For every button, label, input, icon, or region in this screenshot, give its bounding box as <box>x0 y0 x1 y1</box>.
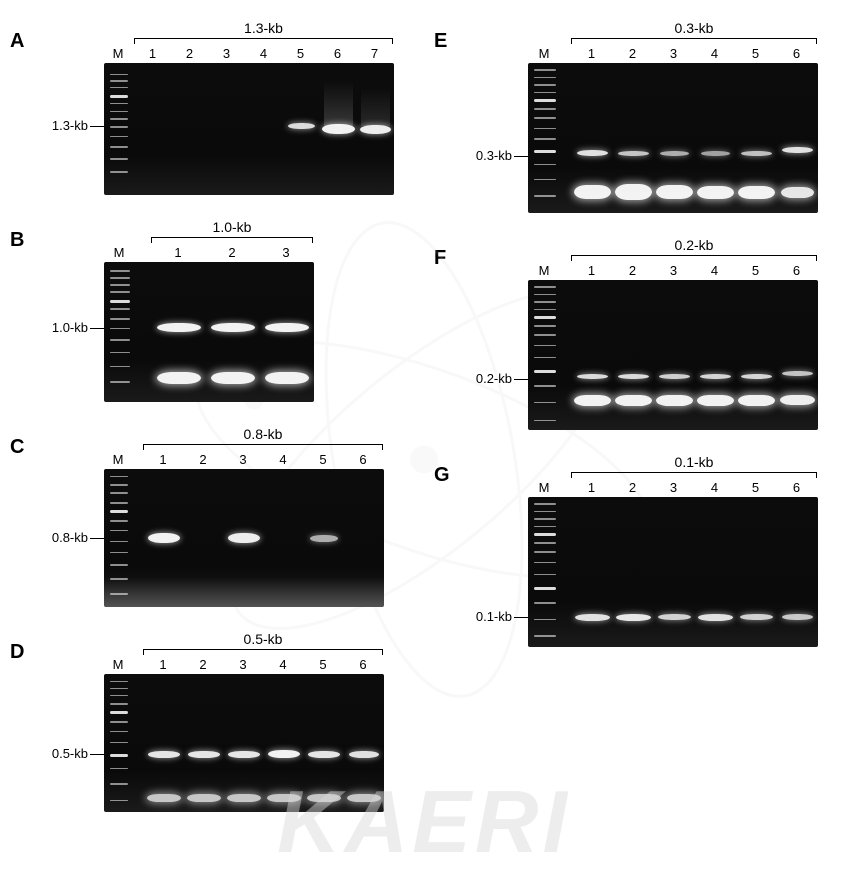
lane-label: 6 <box>343 452 383 467</box>
title-rule <box>571 472 817 480</box>
lane-labels: M123456 <box>103 452 383 467</box>
gel-panel-e: E 0.3-kb M123456 0.3-kb <box>434 20 818 213</box>
title-rule <box>143 444 383 452</box>
lane-label: 1 <box>143 452 183 467</box>
title-rule <box>143 649 383 657</box>
panel-letter: B <box>10 219 34 252</box>
gel-image <box>104 469 384 607</box>
lane-label: 3 <box>208 46 245 61</box>
gel-panel-f: F 0.2-kb M123456 0.2-kb <box>434 237 818 430</box>
lane-label: 1 <box>571 263 612 278</box>
lane-label: 4 <box>694 263 735 278</box>
lane-label: 6 <box>776 263 817 278</box>
lane-label: 4 <box>263 452 303 467</box>
size-marker-label: 1.0-kb <box>52 320 104 335</box>
size-marker-label: 0.1-kb <box>476 609 528 624</box>
title-rule <box>134 38 393 46</box>
lane-labels: M123456 <box>103 657 383 672</box>
gel-title: 1.3-kb <box>134 20 393 36</box>
lane-label: 4 <box>694 46 735 61</box>
lane-label: 2 <box>183 452 223 467</box>
lane-label: 1 <box>134 46 171 61</box>
lane-label: 3 <box>223 657 263 672</box>
gel-image <box>104 63 394 195</box>
ladder-lane-label: M <box>103 245 135 260</box>
lane-label: 3 <box>653 46 694 61</box>
lane-label: 6 <box>776 46 817 61</box>
panel-letter: C <box>10 426 34 459</box>
gel-panel-d: D 0.5-kb M123456 0.5-kb <box>10 631 394 812</box>
lane-label: 3 <box>653 263 694 278</box>
lane-label: 1 <box>571 480 612 495</box>
ladder-lane-label: M <box>527 46 561 61</box>
lane-label: 5 <box>303 657 343 672</box>
panel-letter: D <box>10 631 34 664</box>
gel-image <box>528 497 818 647</box>
lane-labels: M1234567 <box>103 46 393 61</box>
gel-image <box>104 674 384 812</box>
size-marker-label: 0.3-kb <box>476 148 528 163</box>
lane-label: 7 <box>356 46 393 61</box>
lane-label: 6 <box>776 480 817 495</box>
panel-letter: E <box>434 20 458 53</box>
lane-label: 3 <box>223 452 263 467</box>
gel-image <box>528 280 818 430</box>
lane-label: 1 <box>571 46 612 61</box>
lane-label: 5 <box>282 46 319 61</box>
panel-letter: F <box>434 237 458 270</box>
lane-label: 5 <box>735 480 776 495</box>
lane-label: 4 <box>694 480 735 495</box>
title-rule <box>571 255 817 263</box>
ladder-lane-label: M <box>103 46 133 61</box>
lane-labels: M123456 <box>527 263 817 278</box>
lane-label: 3 <box>259 245 313 260</box>
lane-labels: M 123 <box>103 245 313 260</box>
ladder-lane-label: M <box>527 480 561 495</box>
gel-title: 1.0-kb <box>151 219 313 235</box>
gel-title: 0.1-kb <box>571 454 817 470</box>
size-marker-label: 0.8-kb <box>52 530 104 545</box>
lane-label: 6 <box>319 46 356 61</box>
lane-label: 2 <box>171 46 208 61</box>
gel-image <box>104 262 314 402</box>
gel-title: 0.5-kb <box>143 631 383 647</box>
lane-label: 4 <box>245 46 282 61</box>
lane-label: 2 <box>205 245 259 260</box>
lane-label: 5 <box>735 263 776 278</box>
gel-title: 0.8-kb <box>143 426 383 442</box>
figure-page: A1.3-kbM12345671.3-kbB1.0-kbM1231.0-kbC0… <box>0 0 848 889</box>
size-marker-label: 1.3-kb <box>52 118 104 133</box>
lane-label: 4 <box>263 657 303 672</box>
size-marker-label: 0.5-kb <box>52 746 104 761</box>
gel-title: 0.3-kb <box>571 20 817 36</box>
gel-panel-g: G 0.1-kb M123456 0.1-kb <box>434 454 818 647</box>
gel-image <box>528 63 818 213</box>
lane-label: 1 <box>143 657 183 672</box>
ladder-lane-label: M <box>103 657 133 672</box>
lane-label: 2 <box>612 263 653 278</box>
lane-label: 5 <box>303 452 343 467</box>
lane-label: 2 <box>183 657 223 672</box>
size-marker-label: 0.2-kb <box>476 371 528 386</box>
lane-label: 3 <box>653 480 694 495</box>
lane-labels: M123456 <box>527 46 817 61</box>
panel-letter: A <box>10 20 34 53</box>
title-rule <box>151 237 313 245</box>
gel-panel-a: A1.3-kbM12345671.3-kb <box>10 20 394 195</box>
ladder-lane-label: M <box>527 263 561 278</box>
lane-labels: M123456 <box>527 480 817 495</box>
ladder-lane-label: M <box>103 452 133 467</box>
panel-letter: G <box>434 454 458 487</box>
gel-panel-c: C 0.8-kb M123456 0.8-kb <box>10 426 394 607</box>
gel-title: 0.2-kb <box>571 237 817 253</box>
gel-panel-b: B 1.0-kb M 123 1.0-kb <box>10 219 394 402</box>
lane-label: 1 <box>151 245 205 260</box>
lane-label: 2 <box>612 480 653 495</box>
lane-label: 2 <box>612 46 653 61</box>
title-rule <box>571 38 817 46</box>
lane-label: 5 <box>735 46 776 61</box>
lane-label: 6 <box>343 657 383 672</box>
